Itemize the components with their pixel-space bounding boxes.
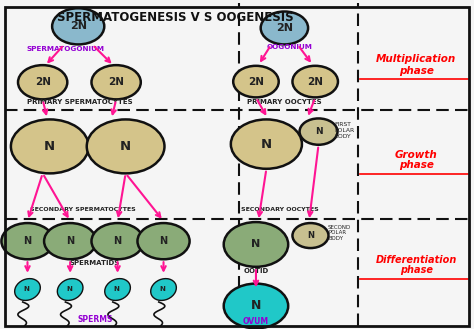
Text: SECOND: SECOND [328, 225, 351, 230]
Text: 2N: 2N [307, 77, 323, 87]
Text: Multiplication: Multiplication [376, 54, 456, 64]
Text: 2N: 2N [35, 77, 51, 87]
Ellipse shape [105, 279, 130, 300]
Text: phase: phase [400, 266, 433, 275]
Circle shape [300, 118, 337, 145]
Circle shape [87, 119, 164, 173]
Text: POLAR: POLAR [328, 230, 346, 235]
Circle shape [292, 223, 328, 248]
Text: 2N: 2N [248, 77, 264, 87]
Ellipse shape [151, 279, 176, 300]
Text: SPERMATOGENESIS V S OOGENESIS: SPERMATOGENESIS V S OOGENESIS [57, 11, 294, 24]
Text: N: N [159, 236, 168, 246]
Text: phase: phase [399, 160, 434, 170]
Text: FIRST: FIRST [335, 122, 352, 127]
Circle shape [91, 65, 141, 99]
Text: N: N [114, 286, 119, 292]
Text: BODY: BODY [328, 236, 343, 241]
Text: OVUM: OVUM [243, 317, 269, 326]
Text: SECONDARY OOCYTES: SECONDARY OOCYTES [241, 207, 319, 212]
Circle shape [137, 223, 190, 259]
Text: SECONDARY SPERMATOCYTES: SECONDARY SPERMATOCYTES [30, 207, 136, 212]
Text: phase: phase [399, 66, 434, 76]
Text: 2N: 2N [276, 23, 293, 33]
Text: N: N [307, 231, 314, 240]
Text: 2N: 2N [108, 77, 124, 87]
Text: N: N [160, 286, 165, 292]
Text: N: N [66, 286, 72, 292]
Text: PRIMARY OOCYTES: PRIMARY OOCYTES [247, 99, 322, 105]
Circle shape [261, 12, 308, 44]
Text: N: N [261, 138, 272, 151]
Text: N: N [315, 127, 322, 136]
Circle shape [231, 119, 302, 169]
Text: Growth: Growth [395, 150, 438, 160]
Circle shape [11, 119, 89, 173]
Text: PRIMARY SPERMATOCYTES: PRIMARY SPERMATOCYTES [27, 99, 132, 105]
Text: POLAR: POLAR [335, 128, 355, 133]
Text: N: N [120, 140, 131, 153]
Text: N: N [23, 236, 32, 246]
Circle shape [224, 222, 288, 267]
Circle shape [1, 223, 54, 259]
Text: SPERMATOGONIUM: SPERMATOGONIUM [26, 46, 104, 52]
Circle shape [292, 66, 338, 97]
Circle shape [233, 66, 279, 97]
Text: N: N [44, 140, 55, 153]
Circle shape [91, 223, 144, 259]
Text: OOTID: OOTID [243, 268, 269, 274]
Circle shape [44, 223, 96, 259]
Text: BODY: BODY [335, 134, 351, 139]
Text: 2N: 2N [70, 21, 87, 31]
Ellipse shape [57, 279, 83, 300]
Text: N: N [113, 236, 122, 246]
Text: OOGONIUM: OOGONIUM [267, 44, 313, 50]
Text: N: N [251, 299, 261, 313]
Circle shape [52, 8, 104, 44]
Circle shape [224, 284, 288, 328]
Text: SPERMATIDS: SPERMATIDS [70, 260, 120, 266]
Text: Differentiation: Differentiation [375, 255, 457, 265]
Text: N: N [24, 286, 29, 292]
Text: N: N [66, 236, 74, 246]
Text: N: N [251, 240, 261, 249]
Ellipse shape [15, 279, 40, 300]
Circle shape [18, 65, 67, 99]
Text: SPERMS: SPERMS [77, 315, 112, 324]
